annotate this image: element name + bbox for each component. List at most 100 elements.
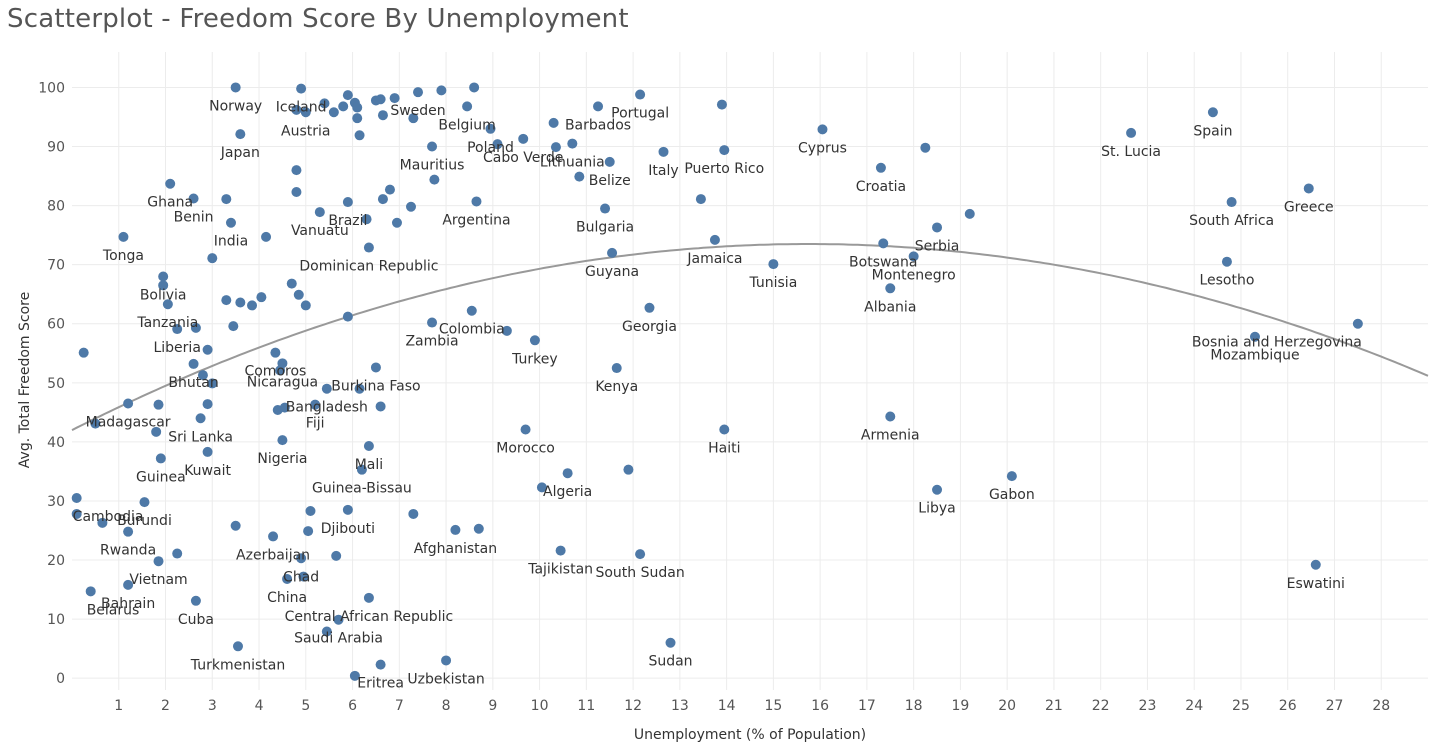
data-point[interactable] (413, 87, 424, 98)
data-point[interactable] (875, 162, 886, 173)
data-point[interactable] (235, 297, 246, 308)
data-point[interactable] (256, 292, 267, 303)
data-point[interactable] (342, 311, 353, 322)
data-point[interactable] (370, 362, 381, 373)
data-point[interactable] (354, 383, 365, 394)
data-point[interactable] (389, 93, 400, 104)
data-point[interactable] (342, 197, 353, 208)
data-point[interactable] (151, 426, 162, 437)
data-point[interactable] (352, 102, 363, 113)
data-point[interactable] (228, 321, 239, 332)
data-point[interactable] (300, 107, 311, 118)
data-point[interactable] (885, 283, 896, 294)
data-point[interactable] (279, 402, 290, 413)
data-point[interactable] (450, 524, 461, 535)
data-point[interactable] (190, 322, 201, 333)
data-point[interactable] (555, 545, 566, 556)
data-point[interactable] (920, 142, 931, 153)
data-point[interactable] (709, 234, 720, 245)
data-point[interactable] (207, 253, 218, 264)
data-point[interactable] (321, 626, 332, 637)
data-point[interactable] (611, 363, 622, 374)
data-point[interactable] (473, 523, 484, 534)
data-point[interactable] (172, 548, 183, 559)
data-point[interactable] (310, 399, 321, 410)
data-point[interactable] (162, 299, 173, 310)
data-point[interactable] (658, 146, 669, 157)
data-point[interactable] (97, 517, 108, 528)
data-point[interactable] (235, 129, 246, 140)
data-point[interactable] (202, 399, 213, 410)
data-point[interactable] (300, 300, 311, 311)
data-point[interactable] (427, 317, 438, 328)
data-point[interactable] (207, 378, 218, 389)
data-point[interactable] (363, 242, 374, 253)
data-point[interactable] (623, 464, 634, 475)
data-point[interactable] (155, 453, 166, 464)
data-point[interactable] (291, 104, 302, 115)
data-point[interactable] (567, 138, 578, 149)
data-point[interactable] (321, 383, 332, 394)
data-point[interactable] (695, 194, 706, 205)
data-point[interactable] (492, 139, 503, 150)
data-point[interactable] (604, 156, 615, 167)
data-point[interactable] (908, 251, 919, 262)
data-point[interactable] (520, 424, 531, 435)
data-point[interactable] (165, 178, 176, 189)
data-point[interactable] (1352, 318, 1363, 329)
data-point[interactable] (593, 101, 604, 112)
data-point[interactable] (635, 549, 646, 560)
data-point[interactable] (270, 347, 281, 358)
data-point[interactable] (247, 300, 258, 311)
data-point[interactable] (190, 595, 201, 606)
data-point[interactable] (441, 655, 452, 666)
data-point[interactable] (78, 347, 89, 358)
data-point[interactable] (232, 641, 243, 652)
data-point[interactable] (153, 556, 164, 567)
data-point[interactable] (314, 207, 325, 218)
data-point[interactable] (550, 142, 561, 153)
data-point[interactable] (1226, 197, 1237, 208)
data-point[interactable] (268, 531, 279, 542)
data-point[interactable] (123, 398, 134, 409)
data-point[interactable] (932, 222, 943, 233)
data-point[interactable] (406, 201, 416, 212)
data-point[interactable] (118, 231, 129, 242)
data-point[interactable] (375, 401, 386, 412)
data-point[interactable] (462, 101, 473, 112)
data-point[interactable] (338, 101, 349, 112)
data-point[interactable] (600, 203, 611, 214)
data-point[interactable] (466, 305, 477, 316)
data-point[interactable] (518, 133, 529, 144)
data-point[interactable] (85, 586, 96, 597)
data-point[interactable] (1310, 559, 1321, 570)
data-point[interactable] (296, 83, 307, 94)
data-point[interactable] (665, 637, 676, 648)
data-point[interactable] (427, 141, 438, 152)
data-point[interactable] (230, 82, 241, 93)
data-point[interactable] (158, 280, 169, 291)
data-point[interactable] (331, 550, 342, 561)
data-point[interactable] (305, 506, 316, 517)
data-point[interactable] (391, 217, 402, 228)
data-point[interactable] (469, 82, 480, 93)
data-point[interactable] (197, 370, 208, 381)
data-point[interactable] (635, 89, 646, 100)
data-point[interactable] (1126, 127, 1137, 138)
data-point[interactable] (356, 464, 367, 475)
data-point[interactable] (361, 214, 372, 225)
data-point[interactable] (188, 358, 199, 369)
data-point[interactable] (158, 271, 169, 282)
data-point[interactable] (1221, 256, 1232, 267)
data-point[interactable] (172, 324, 183, 335)
data-point[interactable] (501, 325, 512, 336)
data-point[interactable] (291, 165, 302, 176)
data-point[interactable] (377, 194, 388, 205)
data-point[interactable] (139, 497, 150, 508)
data-point[interactable] (719, 424, 730, 435)
data-point[interactable] (349, 670, 360, 681)
data-point[interactable] (644, 302, 655, 313)
data-point[interactable] (1207, 107, 1218, 118)
data-point[interactable] (71, 508, 82, 519)
data-point[interactable] (195, 413, 206, 424)
